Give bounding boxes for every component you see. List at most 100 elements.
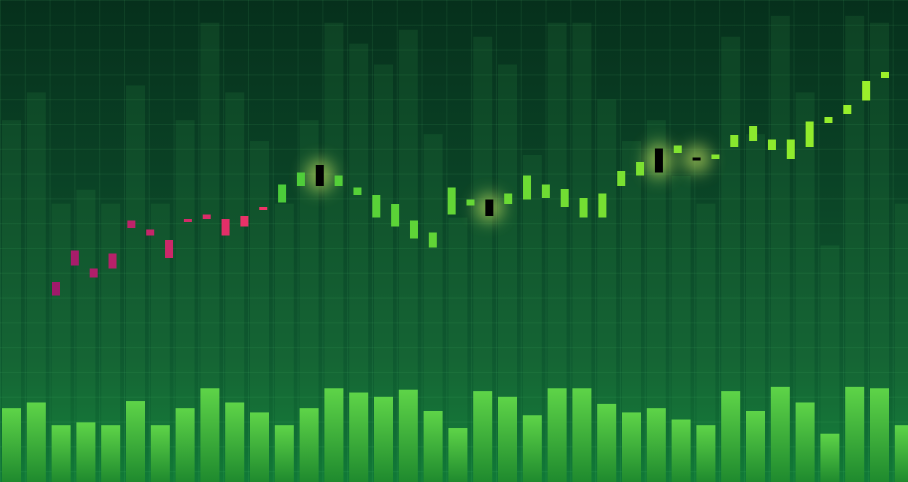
volume-bar xyxy=(770,386,790,482)
candle xyxy=(881,72,889,78)
candle xyxy=(862,81,871,101)
candle xyxy=(240,216,249,227)
background-bar xyxy=(423,134,443,482)
background-bar xyxy=(299,120,319,482)
background-bar xyxy=(870,22,889,482)
candle xyxy=(52,282,60,296)
background-bar xyxy=(795,92,815,482)
candle xyxy=(127,220,136,228)
volume-bar xyxy=(398,389,418,482)
candle xyxy=(259,207,268,210)
candle xyxy=(221,219,230,236)
background-bar xyxy=(448,217,468,482)
volume-bar xyxy=(26,402,46,482)
volume-bar xyxy=(150,425,170,482)
volume-bar xyxy=(473,391,493,482)
background-bar xyxy=(498,64,517,482)
candle xyxy=(786,139,795,159)
volume-bar xyxy=(349,392,369,482)
background-bar xyxy=(646,120,666,482)
background-bar xyxy=(746,134,765,482)
volume-bar xyxy=(498,396,517,482)
volume-bar xyxy=(547,388,567,482)
candle xyxy=(598,193,607,218)
candle xyxy=(692,157,701,161)
volume-bar xyxy=(721,391,741,482)
volume-bar xyxy=(597,403,617,482)
volume-bar xyxy=(522,415,542,482)
candle xyxy=(636,162,645,176)
background-bar xyxy=(26,92,46,482)
candle xyxy=(372,195,381,218)
background-bar xyxy=(126,85,145,482)
volume-bar xyxy=(696,425,716,482)
volume-bar xyxy=(870,388,889,482)
volume-bar xyxy=(324,388,344,482)
candle xyxy=(353,187,362,195)
volume-bar xyxy=(622,412,641,482)
volume-bar xyxy=(2,408,21,482)
background-bar xyxy=(324,22,344,482)
background-bar xyxy=(572,22,592,482)
candle xyxy=(278,184,287,203)
background-bar xyxy=(250,141,269,482)
candle xyxy=(824,117,833,123)
volume-bar xyxy=(126,401,145,482)
candle xyxy=(447,187,456,215)
candle xyxy=(315,165,324,186)
volume-bar xyxy=(225,402,245,482)
candle xyxy=(504,193,513,204)
candle xyxy=(617,171,626,186)
background-bar xyxy=(696,203,716,482)
volume-bar xyxy=(175,408,195,482)
candle xyxy=(485,199,494,216)
candle xyxy=(560,189,569,207)
volume-bar xyxy=(76,422,96,482)
candle xyxy=(183,219,192,222)
background-bar xyxy=(820,245,840,482)
background-bar xyxy=(547,22,567,482)
volume-bar xyxy=(101,425,121,482)
background-bar xyxy=(274,203,294,482)
candle xyxy=(409,220,418,239)
background-bar xyxy=(522,154,542,482)
candle xyxy=(673,145,682,153)
background-bar xyxy=(374,64,393,482)
volume-bar xyxy=(200,388,220,482)
candle xyxy=(579,198,588,218)
volume-bar xyxy=(746,411,765,482)
candle xyxy=(843,105,852,114)
volume-bar xyxy=(299,408,319,482)
background-bar xyxy=(2,120,21,482)
background-bar xyxy=(225,92,245,482)
candle xyxy=(89,268,98,278)
background-bar xyxy=(770,15,790,482)
candle xyxy=(466,199,475,206)
background-bar xyxy=(51,203,71,482)
candle xyxy=(730,135,739,147)
candle xyxy=(805,121,814,147)
volume-bar xyxy=(795,402,815,482)
background-bar xyxy=(721,36,741,482)
volume-bars xyxy=(2,386,908,482)
volume-bar xyxy=(423,411,443,482)
volume-bar xyxy=(51,425,71,482)
background-bar xyxy=(894,203,908,482)
candle xyxy=(334,175,343,186)
background-volume-bars xyxy=(2,15,908,482)
volume-bar xyxy=(671,419,691,482)
background-bar xyxy=(671,175,691,482)
candle xyxy=(767,139,776,150)
background-bar xyxy=(200,22,220,482)
background-bar xyxy=(473,36,493,482)
background-bar xyxy=(150,203,170,482)
candle xyxy=(70,250,79,266)
candle xyxy=(428,232,437,248)
candle xyxy=(391,204,400,227)
background-bar xyxy=(398,29,418,482)
background-bar xyxy=(845,15,865,482)
background-bar xyxy=(76,189,96,482)
background-bar xyxy=(349,43,369,482)
